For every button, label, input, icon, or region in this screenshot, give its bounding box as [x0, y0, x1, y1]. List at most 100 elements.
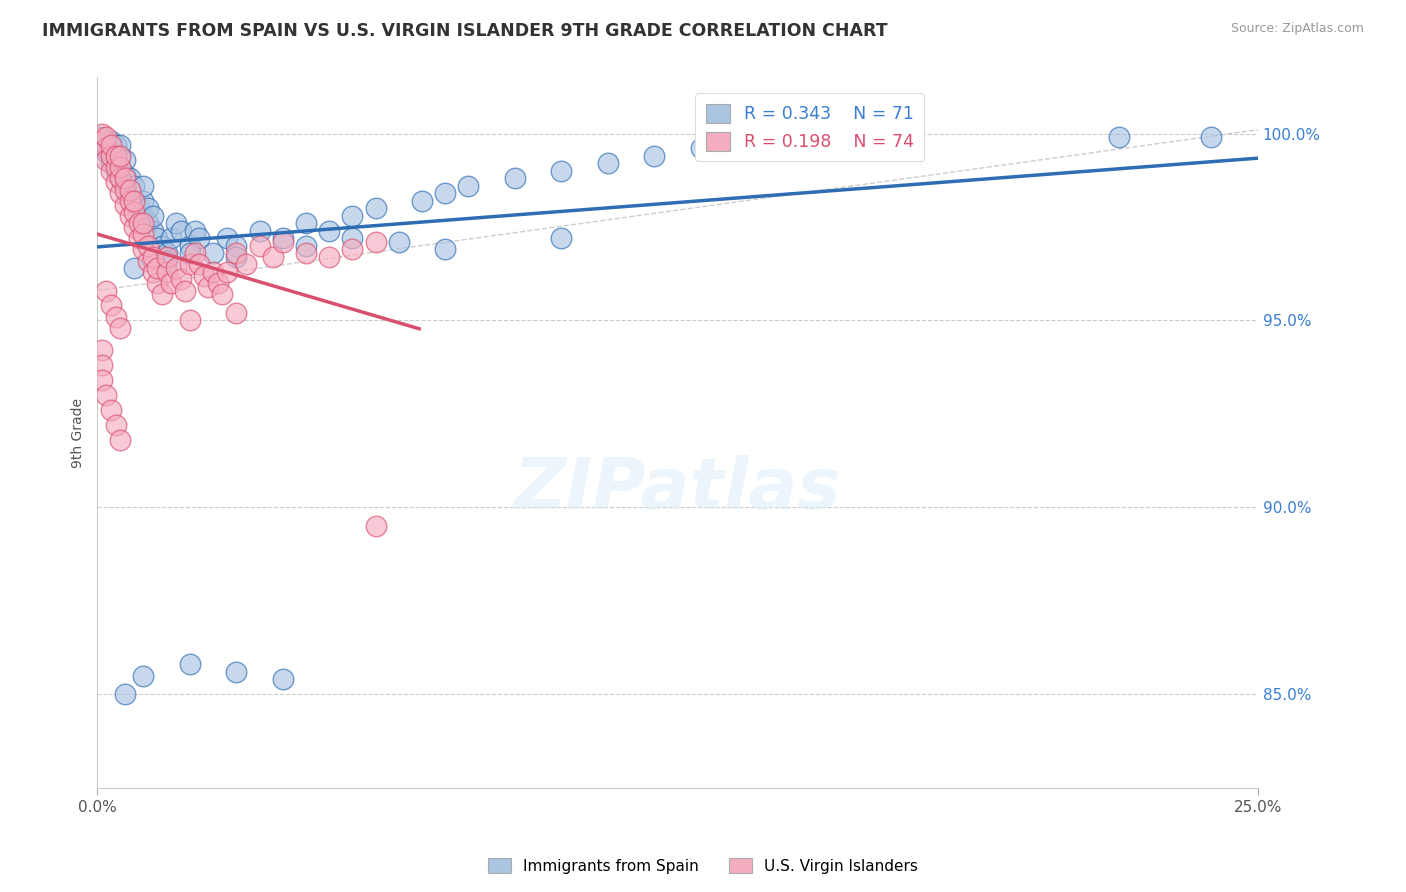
Point	[96, 284, 118, 298]
Point	[96, 134, 118, 148]
Point	[96, 388, 118, 402]
Point	[215, 231, 238, 245]
Point	[114, 153, 136, 167]
Point	[114, 171, 136, 186]
Point	[128, 231, 150, 245]
Point	[295, 246, 318, 260]
Point	[114, 687, 136, 701]
Point	[110, 149, 132, 163]
Point	[156, 265, 179, 279]
Point	[122, 205, 145, 219]
Point	[146, 261, 169, 276]
Point	[110, 160, 132, 174]
Point	[156, 253, 179, 268]
Point	[118, 186, 141, 201]
Point	[225, 246, 247, 260]
Point	[100, 145, 122, 160]
Point	[179, 657, 201, 672]
Point	[118, 183, 141, 197]
Point	[100, 298, 122, 312]
Point	[132, 227, 155, 242]
Point	[100, 137, 122, 152]
Point	[132, 243, 155, 257]
Point	[342, 209, 364, 223]
Text: Source: ZipAtlas.com: Source: ZipAtlas.com	[1230, 22, 1364, 36]
Point	[96, 130, 118, 145]
Point	[136, 202, 159, 216]
Point	[104, 310, 127, 324]
Point	[235, 257, 257, 271]
Point	[249, 224, 271, 238]
Point	[160, 276, 183, 290]
Point	[118, 194, 141, 208]
Point	[136, 253, 159, 268]
Point	[128, 202, 150, 216]
Point	[110, 171, 132, 186]
Point	[90, 130, 112, 145]
Point	[179, 238, 201, 252]
Point	[100, 156, 122, 170]
Point	[202, 246, 225, 260]
Point	[596, 156, 619, 170]
Point	[156, 250, 179, 264]
Point	[142, 209, 165, 223]
Point	[146, 231, 169, 245]
Point	[295, 238, 318, 252]
Y-axis label: 9th Grade: 9th Grade	[72, 398, 86, 467]
Point	[96, 153, 118, 167]
Point	[110, 160, 132, 174]
Point	[104, 149, 127, 163]
Point	[503, 171, 526, 186]
Point	[411, 194, 433, 208]
Point	[122, 178, 145, 193]
Point	[342, 231, 364, 245]
Point	[689, 141, 711, 155]
Point	[100, 403, 122, 417]
Point	[136, 216, 159, 230]
Point	[364, 202, 387, 216]
Point	[136, 238, 159, 252]
Legend: Immigrants from Spain, U.S. Virgin Islanders: Immigrants from Spain, U.S. Virgin Islan…	[482, 852, 924, 880]
Point	[197, 280, 219, 294]
Text: ZIPatlas: ZIPatlas	[513, 455, 841, 524]
Point	[263, 250, 285, 264]
Point	[1201, 130, 1223, 145]
Point	[179, 246, 201, 260]
Point	[132, 668, 155, 682]
Point	[90, 127, 112, 141]
Point	[364, 235, 387, 249]
Point	[271, 231, 294, 245]
Point	[188, 257, 211, 271]
Point	[114, 178, 136, 193]
Point	[434, 186, 457, 201]
Point	[96, 141, 118, 155]
Point	[110, 186, 132, 201]
Point	[271, 673, 294, 687]
Point	[156, 246, 179, 260]
Point	[215, 265, 238, 279]
Point	[100, 134, 122, 148]
Point	[169, 272, 191, 286]
Point	[122, 261, 145, 276]
Point	[179, 313, 201, 327]
Point	[174, 284, 197, 298]
Point	[160, 231, 183, 245]
Point	[110, 433, 132, 447]
Point	[1108, 130, 1130, 145]
Point	[249, 238, 271, 252]
Point	[104, 153, 127, 167]
Point	[122, 194, 145, 208]
Point	[90, 134, 112, 148]
Point	[90, 137, 112, 152]
Point	[165, 216, 187, 230]
Point	[388, 235, 411, 249]
Point	[169, 224, 191, 238]
Point	[225, 665, 247, 679]
Point	[434, 243, 457, 257]
Point	[90, 343, 112, 358]
Point	[90, 359, 112, 373]
Point	[271, 235, 294, 249]
Point	[225, 250, 247, 264]
Point	[100, 164, 122, 178]
Point	[132, 194, 155, 208]
